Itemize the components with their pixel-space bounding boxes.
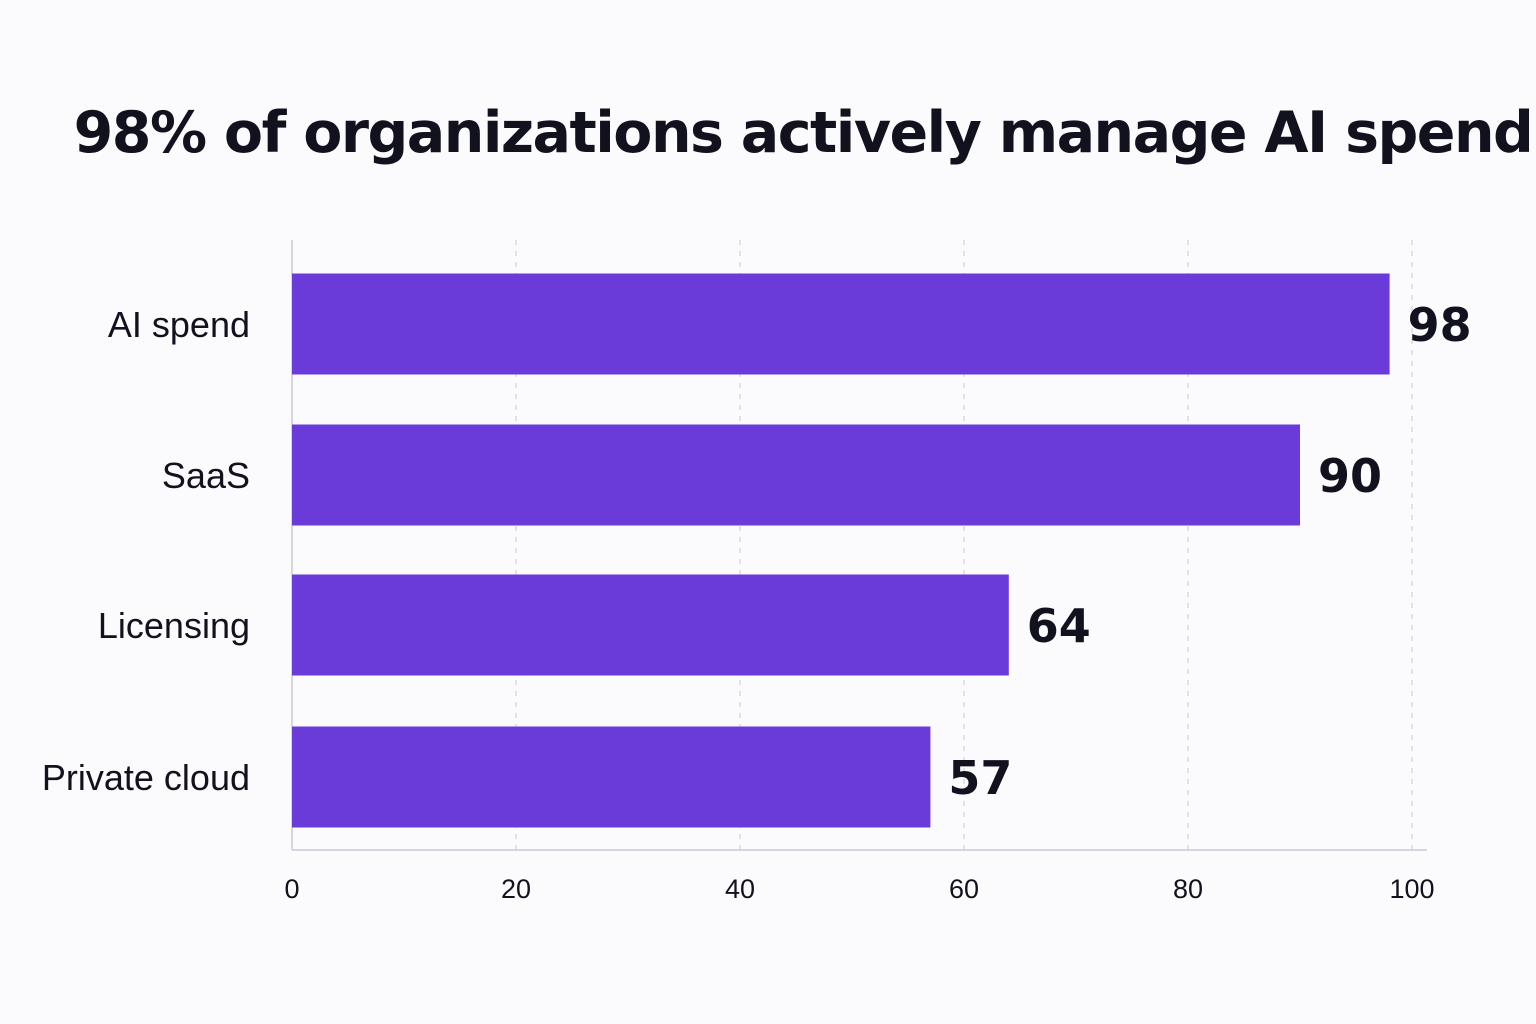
category-label: AI spend [108, 304, 250, 345]
bars [292, 273, 1390, 828]
x-tick-label: 80 [1173, 874, 1203, 904]
x-tick-label: 0 [284, 874, 299, 904]
bar [292, 574, 1009, 676]
bar [292, 726, 931, 828]
x-tick-label: 100 [1389, 874, 1434, 904]
x-tick-label: 40 [725, 874, 755, 904]
bar [292, 424, 1300, 526]
value-label: 64 [1027, 599, 1091, 653]
chart-title: 98% of organizations actively manage AI … [73, 100, 1534, 166]
value-label: 98 [1408, 298, 1472, 352]
bar [292, 273, 1390, 375]
x-tick-label: 60 [949, 874, 979, 904]
x-tick-label: 20 [501, 874, 531, 904]
labels: 0 20 40 60 80 100 AI spend 98 SaaS 90 Licensing 64 P… [42, 298, 1472, 904]
category-label: Licensing [98, 605, 250, 646]
value-label: 57 [948, 751, 1012, 805]
category-label: Private cloud [42, 757, 250, 798]
value-label: 90 [1318, 449, 1382, 503]
category-label: SaaS [162, 455, 250, 496]
